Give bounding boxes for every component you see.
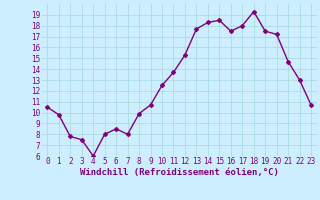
X-axis label: Windchill (Refroidissement éolien,°C): Windchill (Refroidissement éolien,°C) xyxy=(80,168,279,177)
